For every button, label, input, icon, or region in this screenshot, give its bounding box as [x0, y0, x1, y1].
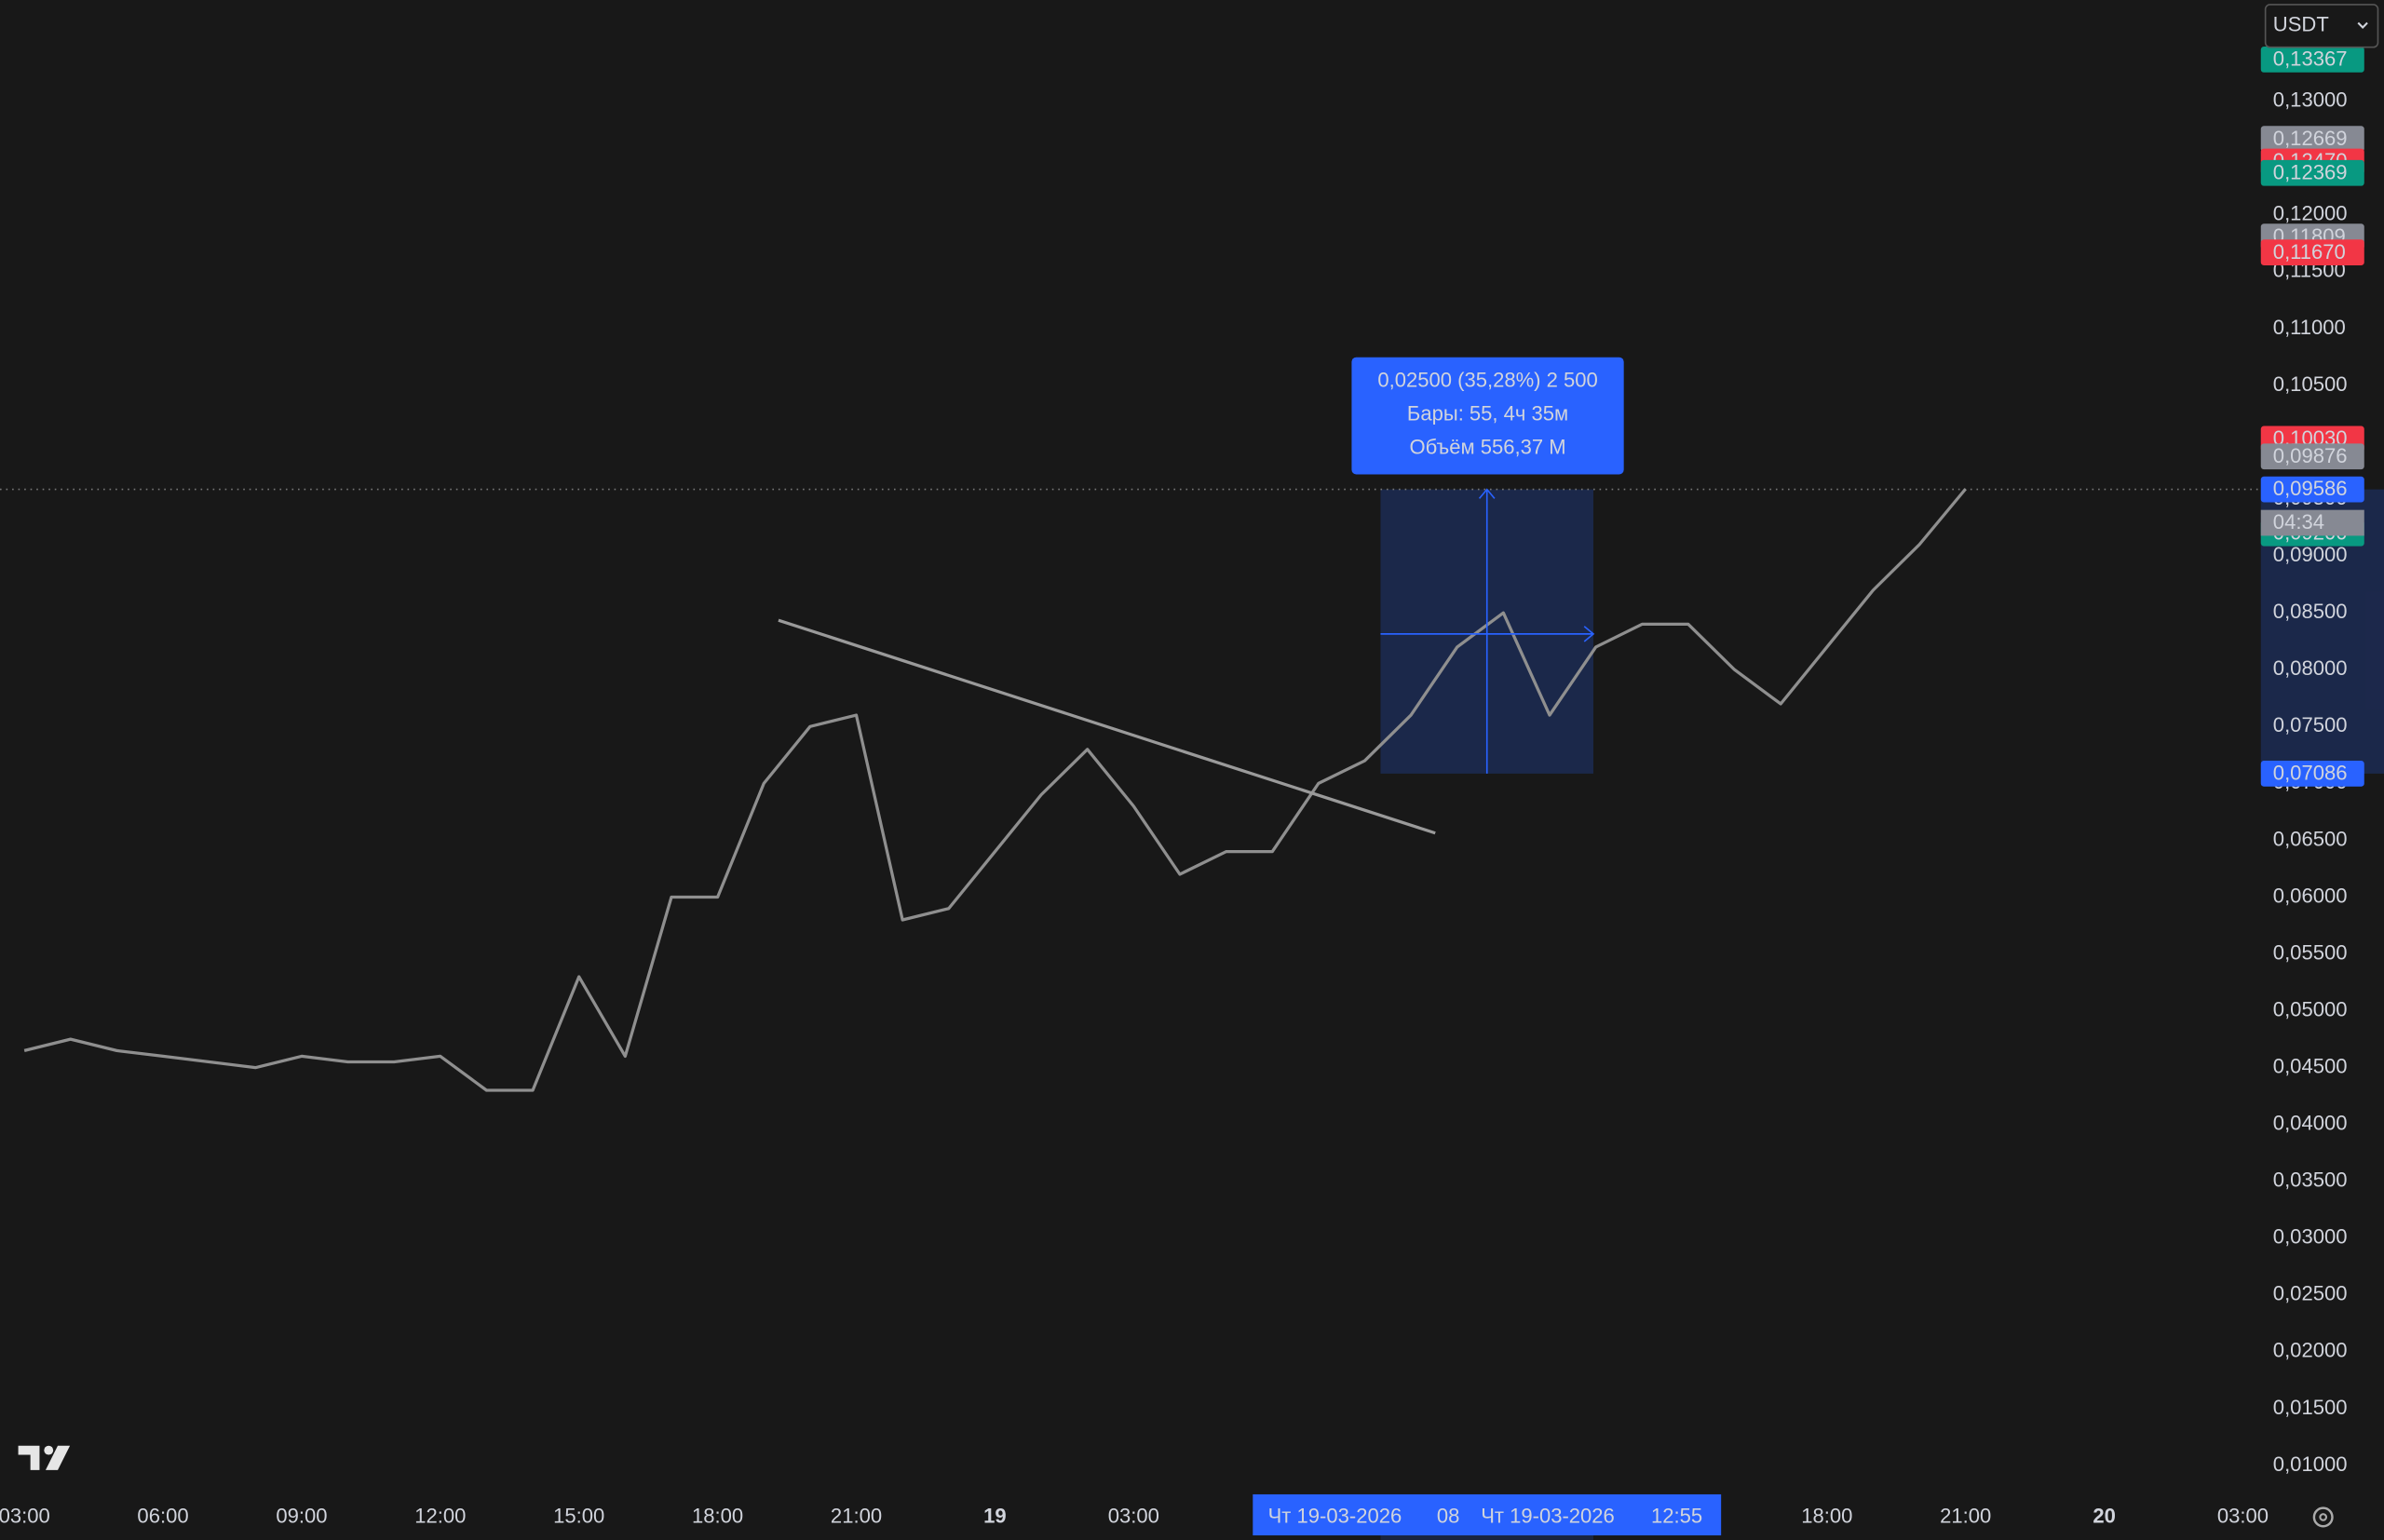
- price-badge: [2260, 239, 2364, 266]
- price-line-series: [23, 488, 1967, 1092]
- trend-line: [778, 618, 1436, 835]
- x-tick-label: 18:00: [1801, 1504, 1852, 1527]
- price-badge: [2260, 159, 2364, 186]
- y-tick-label: 0,07500: [2273, 713, 2348, 736]
- time-from-date: Чт 19-03-2026: [1268, 1504, 1402, 1527]
- tooltip-line: 0,02500 (35,28%) 2 500: [1377, 369, 1597, 392]
- x-tick-label: 21:00: [1940, 1504, 1991, 1527]
- price-badge-label: 0,12669: [2273, 127, 2348, 150]
- x-tick-label: 03:00: [1108, 1504, 1159, 1527]
- time-to-hour: 12:55: [1651, 1504, 1702, 1527]
- gear[interactable]: [2312, 1506, 2334, 1528]
- y-tick-label: 0,08000: [2273, 656, 2348, 680]
- y-tick-label: 0,01000: [2273, 1452, 2348, 1476]
- time-from-hour: 08: [1437, 1504, 1460, 1527]
- y-tick-label: 0,05500: [2273, 940, 2348, 964]
- x-tick-label: 09:00: [276, 1504, 327, 1527]
- y-tick-label: 0,04000: [2273, 1112, 2348, 1135]
- x-tick-label: 06:00: [137, 1504, 188, 1527]
- price-badge-label: 0,13367: [2273, 47, 2348, 71]
- y-tick-label: 0,04500: [2273, 1054, 2348, 1077]
- y-tick-label: 0,06000: [2273, 884, 2348, 907]
- y-tick-label: 0,11000: [2273, 316, 2346, 339]
- y-tick-label: 0,01500: [2273, 1396, 2348, 1419]
- y-tick-label: 0,03500: [2273, 1169, 2348, 1192]
- y-tick-label: 0,08500: [2273, 600, 2348, 623]
- measure-tooltip: [1351, 357, 1624, 475]
- x-tick-label: 12:00: [414, 1504, 466, 1527]
- x-tick-label: 21:00: [831, 1504, 882, 1527]
- tooltip-line: Объём 556,37 M: [1409, 436, 1565, 459]
- x-tick-label: 19: [983, 1504, 1007, 1527]
- countdown-badge: [2260, 509, 2364, 536]
- chevron: [2357, 21, 2368, 29]
- gear-hub: [2319, 1513, 2328, 1521]
- price-badge: [2260, 47, 2364, 73]
- y-tick-label: 0,13000: [2273, 88, 2348, 112]
- y-tick-label: 0,12000: [2273, 202, 2348, 225]
- price-badge: [2260, 476, 2364, 503]
- logo-part: [44, 1445, 54, 1455]
- time-range-label: [1253, 1493, 1722, 1536]
- y-tick-label: 0,02000: [2273, 1339, 2348, 1362]
- countdown-label: 04:34: [2273, 510, 2324, 534]
- currency-select[interactable]: USDT: [2264, 4, 2379, 48]
- x-tick-label: 20: [2093, 1504, 2116, 1527]
- price-badge-label: 0,11670: [2273, 240, 2346, 263]
- price-badge-label: 0,12369: [2273, 160, 2348, 183]
- y-tick-label: 0,05000: [2273, 997, 2348, 1020]
- arrow-up: [1478, 488, 1496, 499]
- arrow-right: [1583, 626, 1595, 642]
- price-badge: [2260, 443, 2364, 470]
- price-badge-label: 0,07086: [2273, 762, 2348, 785]
- y-tick-label: 0,03000: [2273, 1225, 2348, 1249]
- logo-part: [18, 1445, 40, 1470]
- x-tick-label: 18:00: [692, 1504, 743, 1527]
- price-badge-label: 0,09876: [2273, 444, 2348, 467]
- x-tick-label: 03:00: [0, 1504, 50, 1527]
- price-badge: [2260, 761, 2364, 787]
- tv-logo: [18, 1445, 71, 1470]
- logo-part: [45, 1445, 71, 1470]
- price-badge: [2260, 126, 2364, 153]
- x-tick-label: 15:00: [553, 1504, 604, 1527]
- annotation-layer: 0,02500 (35,28%) 2 500 Бары: 55, 4ч 35м Об…: [1253, 47, 2364, 1536]
- y-tick-label: 0,02500: [2273, 1282, 2348, 1305]
- y-tick-label: 0,09000: [2273, 543, 2348, 566]
- currency-label[interactable]: USDT: [2273, 13, 2329, 36]
- settings-button[interactable]: [2312, 1506, 2334, 1528]
- y-tick-label: 0,10500: [2273, 372, 2348, 396]
- price-badge-label: 0,09586: [2273, 477, 2348, 500]
- select-box[interactable]: [2264, 4, 2379, 48]
- time-to-date: Чт 19-03-2026: [1481, 1504, 1615, 1527]
- y-tick-label: 0,06500: [2273, 827, 2348, 850]
- plot: 0,01000 0,01500 0,02000 0,02500 0,03000 0,035…: [0, 88, 2347, 1528]
- tooltip-line: Бары: 55, 4ч 35м: [1407, 402, 1568, 426]
- x-tick-label: 03:00: [2217, 1504, 2269, 1527]
